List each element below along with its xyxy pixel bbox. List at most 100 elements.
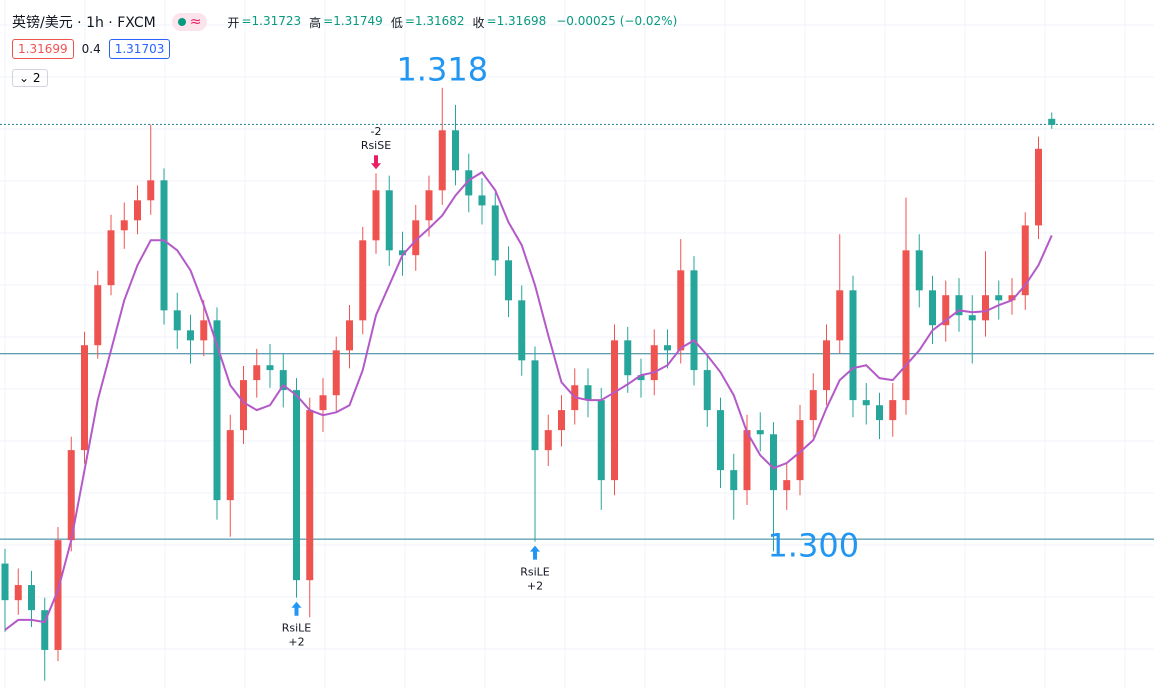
candle-body [637,375,645,381]
candle-body [876,405,883,421]
ohlc-value: =1.31749 [323,13,383,28]
ohlc-value: =1.31682 [404,13,465,28]
symbol[interactable]: 英镑/美元 · 1h · FXCM [12,15,156,31]
candle-body [929,290,936,326]
candle-body [1035,148,1042,226]
candle-body [332,350,340,396]
candle-body [915,250,923,291]
candle-body [173,310,181,331]
signal-arrow [291,601,302,616]
candle-body [955,295,963,316]
candle-body [942,295,950,326]
status-badge[interactable]: ≈ [171,13,208,31]
annotation: 1.300 [767,526,859,564]
candle-body [849,290,857,401]
candle-body [730,470,738,491]
ohlc-label: 开 [227,15,240,30]
candle-body [240,380,247,431]
candle-body [664,345,671,351]
badge: ≈ [189,14,202,30]
candle-body [147,180,155,201]
ohlc-value: −0.00025 (−0.02%) [556,13,678,28]
candle-body [94,285,102,346]
signal-label: RsiLE [520,566,550,579]
collapse-count: 2 [32,71,41,85]
ohlc: 开 =1.31723 高 =1.31749 低 =1.31682 收 =1.31698 −0.0… [227,14,683,31]
candle-body [703,370,711,411]
ohlc-label: 收 [472,15,485,30]
candle-body [1048,118,1056,125]
candle-body [1021,225,1029,296]
candle-body [717,410,724,471]
candle-body [385,190,393,251]
moving-average [4,170,1053,631]
candle-body [690,270,698,371]
candle-body [41,610,49,650]
signal-qty: +2 [527,580,543,593]
candle-body [597,400,605,481]
candle-body [14,585,22,601]
candle-body [412,220,420,256]
candle-body [187,330,194,341]
candle-body [544,430,552,451]
candle-body [823,340,830,391]
candle-body [160,180,168,311]
bid[interactable]: 1.31699 [12,39,74,59]
ohlc-label: 低 [390,15,403,30]
candle-body [995,295,1003,301]
candle-body [399,250,406,256]
candle-body [624,340,632,376]
candle-body [54,540,62,650]
candle-body [677,270,685,351]
signal-arrow [371,155,381,170]
quote-row: 1.31699 0.4 1.31703 [12,39,171,59]
candle-body [266,365,274,371]
candle-body [28,585,35,611]
candle-body [372,190,380,241]
status-dot [177,18,186,26]
candle-body [558,410,565,431]
candle-body [518,300,526,361]
candle-body [783,480,791,491]
candle-body [584,385,592,401]
signal-qty: +2 [288,636,304,649]
candle-body [213,320,221,501]
candle-body [902,250,910,401]
candle-body [478,195,486,206]
candle-body [253,365,261,381]
candle-body [743,430,751,491]
candle-body [200,320,208,341]
candle-body [862,400,870,406]
candle-body [67,450,75,541]
signal-label: RsiSE [361,139,391,152]
candle-body [611,340,618,481]
signal-qty: -2 [371,125,382,138]
annotation: 1.318 [396,51,488,89]
candle-body [81,345,88,451]
candle-body [452,130,459,171]
candle-body [346,320,353,351]
candle-body [226,430,234,501]
candle-body [319,395,327,411]
candle-body [1008,295,1016,301]
candle-body [889,400,897,421]
header: 英镑/美元 · 1h · FXCM ≈ 开 =1.31723 高 =1.31749 低 =… [12,12,683,32]
candle-body [107,230,115,286]
candle-body [293,390,300,581]
candle-body [306,410,314,581]
candle-body [982,295,989,321]
candle-body [770,434,777,491]
collapse-button[interactable]: ⌄ 2 [12,69,48,87]
candle-body [650,345,658,381]
candle-body [968,315,976,321]
candle-body [836,290,844,341]
candle-body [531,360,539,451]
ask[interactable]: 1.31703 [108,39,171,59]
candle-body [491,205,499,261]
ohlc-value: =1.31698 [486,13,547,28]
candle-body [120,220,128,231]
candle-body [809,390,817,421]
ohlc-value: =1.31723 [241,13,302,28]
candle-body [425,190,433,221]
